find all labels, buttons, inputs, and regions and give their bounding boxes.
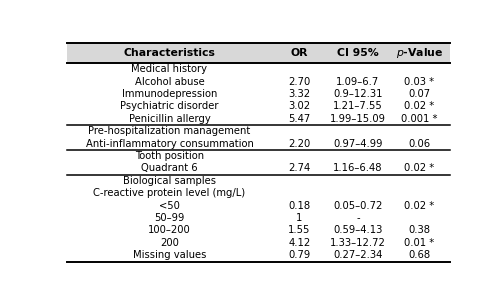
Text: 0.02 *: 0.02 * — [404, 101, 434, 112]
Text: 0.02 *: 0.02 * — [404, 201, 434, 211]
Text: 3.02: 3.02 — [288, 101, 310, 112]
Text: 0.27–2.34: 0.27–2.34 — [333, 250, 383, 260]
Text: 1.99–15.09: 1.99–15.09 — [330, 114, 386, 124]
Text: OR: OR — [291, 48, 308, 58]
Text: 0.05–0.72: 0.05–0.72 — [333, 201, 383, 211]
Text: 4.12: 4.12 — [288, 238, 310, 248]
Text: $p$-Value: $p$-Value — [396, 46, 443, 60]
Text: 0.97–4.99: 0.97–4.99 — [333, 139, 383, 149]
Text: 0.9–12.31: 0.9–12.31 — [333, 89, 383, 99]
Text: 200: 200 — [160, 238, 179, 248]
Text: Alcohol abuse: Alcohol abuse — [135, 77, 204, 87]
Text: Penicillin allergy: Penicillin allergy — [129, 114, 210, 124]
Text: Pre-hospitalization management: Pre-hospitalization management — [88, 126, 250, 136]
Text: Immunodepression: Immunodepression — [122, 89, 217, 99]
Text: 2.70: 2.70 — [288, 77, 310, 87]
Text: 0.01 *: 0.01 * — [404, 238, 434, 248]
Text: 50–99: 50–99 — [154, 213, 184, 223]
Text: Psychiatric disorder: Psychiatric disorder — [120, 101, 219, 112]
Text: 1.09–6.7: 1.09–6.7 — [336, 77, 380, 87]
Text: 1.16–6.48: 1.16–6.48 — [333, 164, 383, 173]
Text: Anti-inflammatory consummation: Anti-inflammatory consummation — [86, 139, 254, 149]
Text: 0.18: 0.18 — [288, 201, 310, 211]
Text: Missing values: Missing values — [133, 250, 206, 260]
Text: 0.79: 0.79 — [288, 250, 310, 260]
Text: 3.32: 3.32 — [288, 89, 310, 99]
Text: 1: 1 — [296, 213, 302, 223]
Text: Biological samples: Biological samples — [123, 176, 216, 186]
Text: 0.06: 0.06 — [408, 139, 430, 149]
Text: Medical history: Medical history — [132, 64, 208, 74]
Text: 1.55: 1.55 — [288, 225, 310, 236]
FancyBboxPatch shape — [67, 43, 450, 63]
Text: 0.38: 0.38 — [408, 225, 430, 236]
Text: <50: <50 — [159, 201, 180, 211]
Text: Tooth position: Tooth position — [135, 151, 204, 161]
Text: 1.21–7.55: 1.21–7.55 — [333, 101, 383, 112]
Text: 0.07: 0.07 — [408, 89, 430, 99]
Text: 5.47: 5.47 — [288, 114, 310, 124]
Text: 100–200: 100–200 — [148, 225, 191, 236]
Text: 0.03 *: 0.03 * — [404, 77, 434, 87]
Text: C-reactive protein level (mg/L): C-reactive protein level (mg/L) — [93, 188, 245, 198]
Text: 2.20: 2.20 — [288, 139, 310, 149]
Text: 0.02 *: 0.02 * — [404, 164, 434, 173]
Text: CI 95%: CI 95% — [337, 48, 379, 58]
Text: 2.74: 2.74 — [288, 164, 310, 173]
Text: 0.59–4.13: 0.59–4.13 — [333, 225, 383, 236]
Text: Characteristics: Characteristics — [123, 48, 215, 58]
Text: 0.68: 0.68 — [408, 250, 430, 260]
Text: -: - — [356, 213, 360, 223]
Text: Quadrant 6: Quadrant 6 — [141, 164, 198, 173]
Text: 0.001 *: 0.001 * — [401, 114, 437, 124]
Text: 1.33–12.72: 1.33–12.72 — [330, 238, 386, 248]
